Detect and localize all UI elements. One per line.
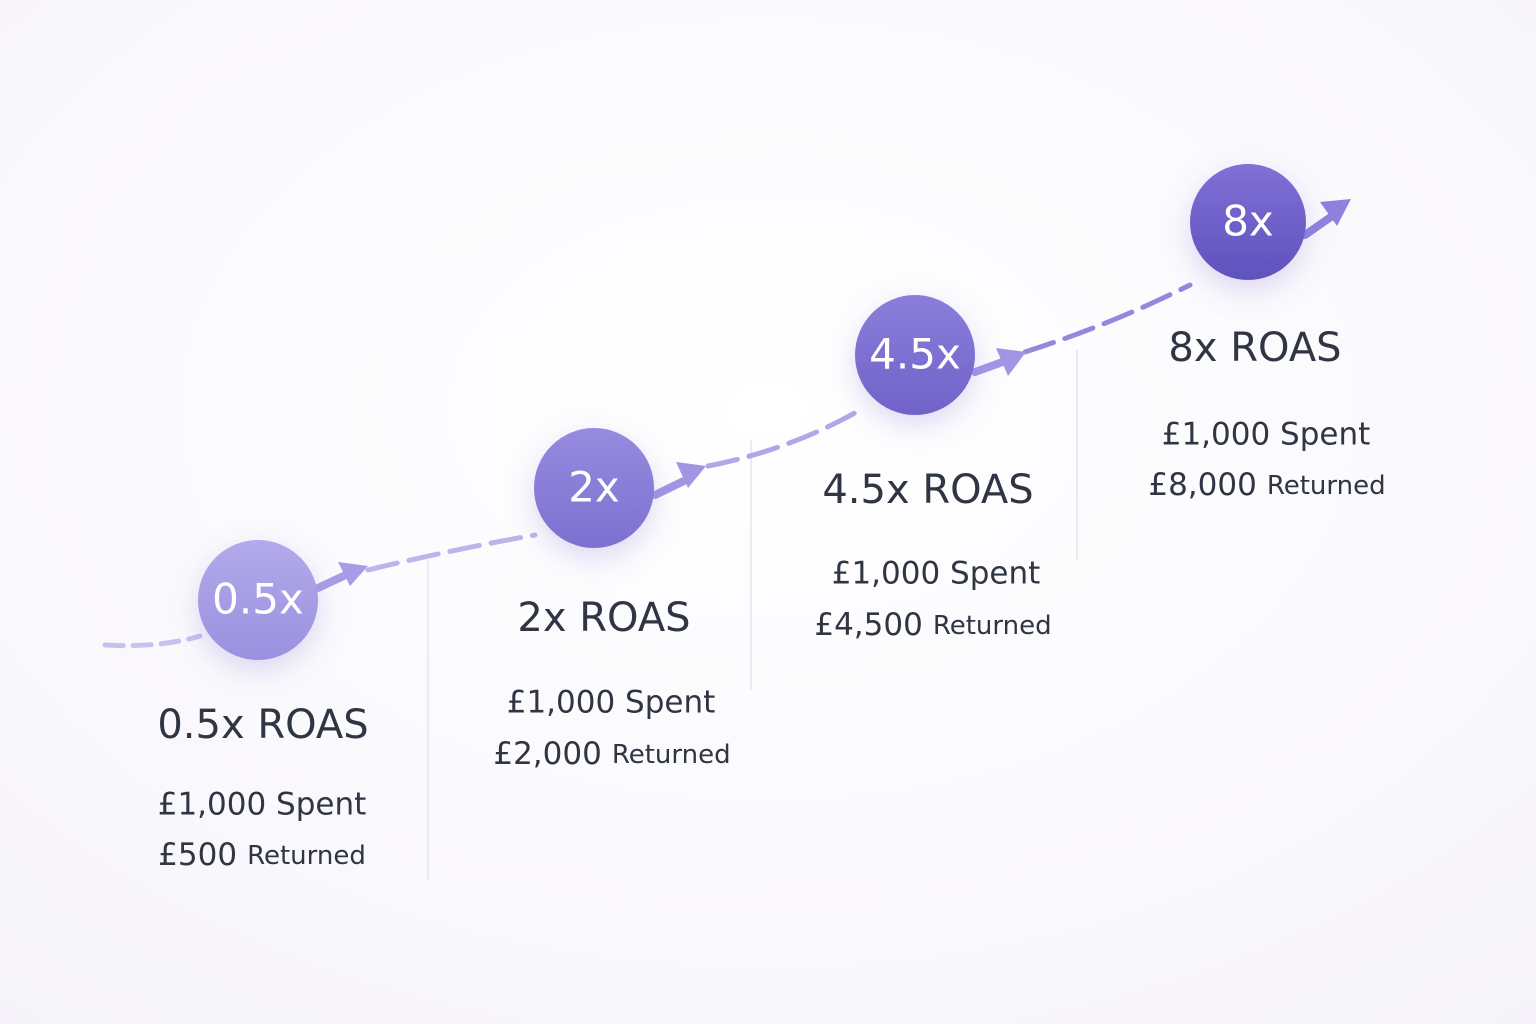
returned-amount: £8,000 [1148, 467, 1256, 503]
returned-amount: £4,500 [814, 607, 922, 643]
path-segment [102, 633, 203, 649]
badge-circle [855, 295, 975, 415]
badge-circle [534, 428, 654, 548]
arrow-head [996, 348, 1026, 376]
step: 0.5x 0.5x ROAS £1,000 Spent £500 Returned [157, 540, 369, 873]
step: 2x 2x ROAS £1,000 Spent £2,000 Returned [493, 428, 731, 772]
returned: £8,000 Returned [1148, 467, 1385, 503]
spent: £1,000 Spent [507, 685, 716, 721]
arrow-heads [338, 199, 1351, 586]
returned-amount: £2,000 [493, 736, 601, 772]
badge-label: 4.5x [869, 330, 961, 379]
step-title: 0.5x ROAS [157, 702, 368, 748]
spent: £1,000 Spent [832, 556, 1041, 592]
returned-label: Returned [1267, 471, 1386, 501]
returned-label: Returned [612, 740, 731, 770]
badge-circle [1190, 164, 1306, 280]
step: 8x 8x ROAS £1,000 Spent £8,000 Returned [1148, 164, 1386, 503]
path-segment [705, 407, 863, 469]
returned: £500 Returned [158, 837, 366, 873]
badge-circle [198, 540, 318, 660]
path-segment [1022, 282, 1193, 355]
steps: 0.5x0.5x ROAS£1,000 Spent£500 Returned2x2… [157, 164, 1386, 873]
badge-label: 8x [1222, 197, 1274, 246]
spent: £1,000 Spent [158, 787, 367, 823]
arrow-head [676, 462, 706, 488]
returned: £4,500 Returned [814, 607, 1051, 643]
step-title: 2x ROAS [517, 595, 690, 641]
arrow-shaft [651, 474, 694, 499]
step-title: 8x ROAS [1168, 325, 1341, 371]
step-title: 4.5x ROAS [822, 467, 1033, 513]
arrow-head [1320, 199, 1351, 226]
dividers [427, 350, 1078, 880]
returned: £2,000 Returned [493, 736, 730, 772]
spent: £1,000 Spent [1162, 417, 1371, 453]
returned-label: Returned [247, 841, 366, 871]
badge-label: 0.5x [212, 575, 304, 624]
returned-amount: £500 [158, 837, 237, 873]
path-segment [365, 532, 538, 573]
arrow-head [338, 562, 368, 586]
returned-label: Returned [933, 611, 1052, 641]
step: 4.5x 4.5x ROAS £1,000 Spent £4,500 Returned [814, 295, 1052, 643]
badge-label: 2x [568, 463, 620, 512]
